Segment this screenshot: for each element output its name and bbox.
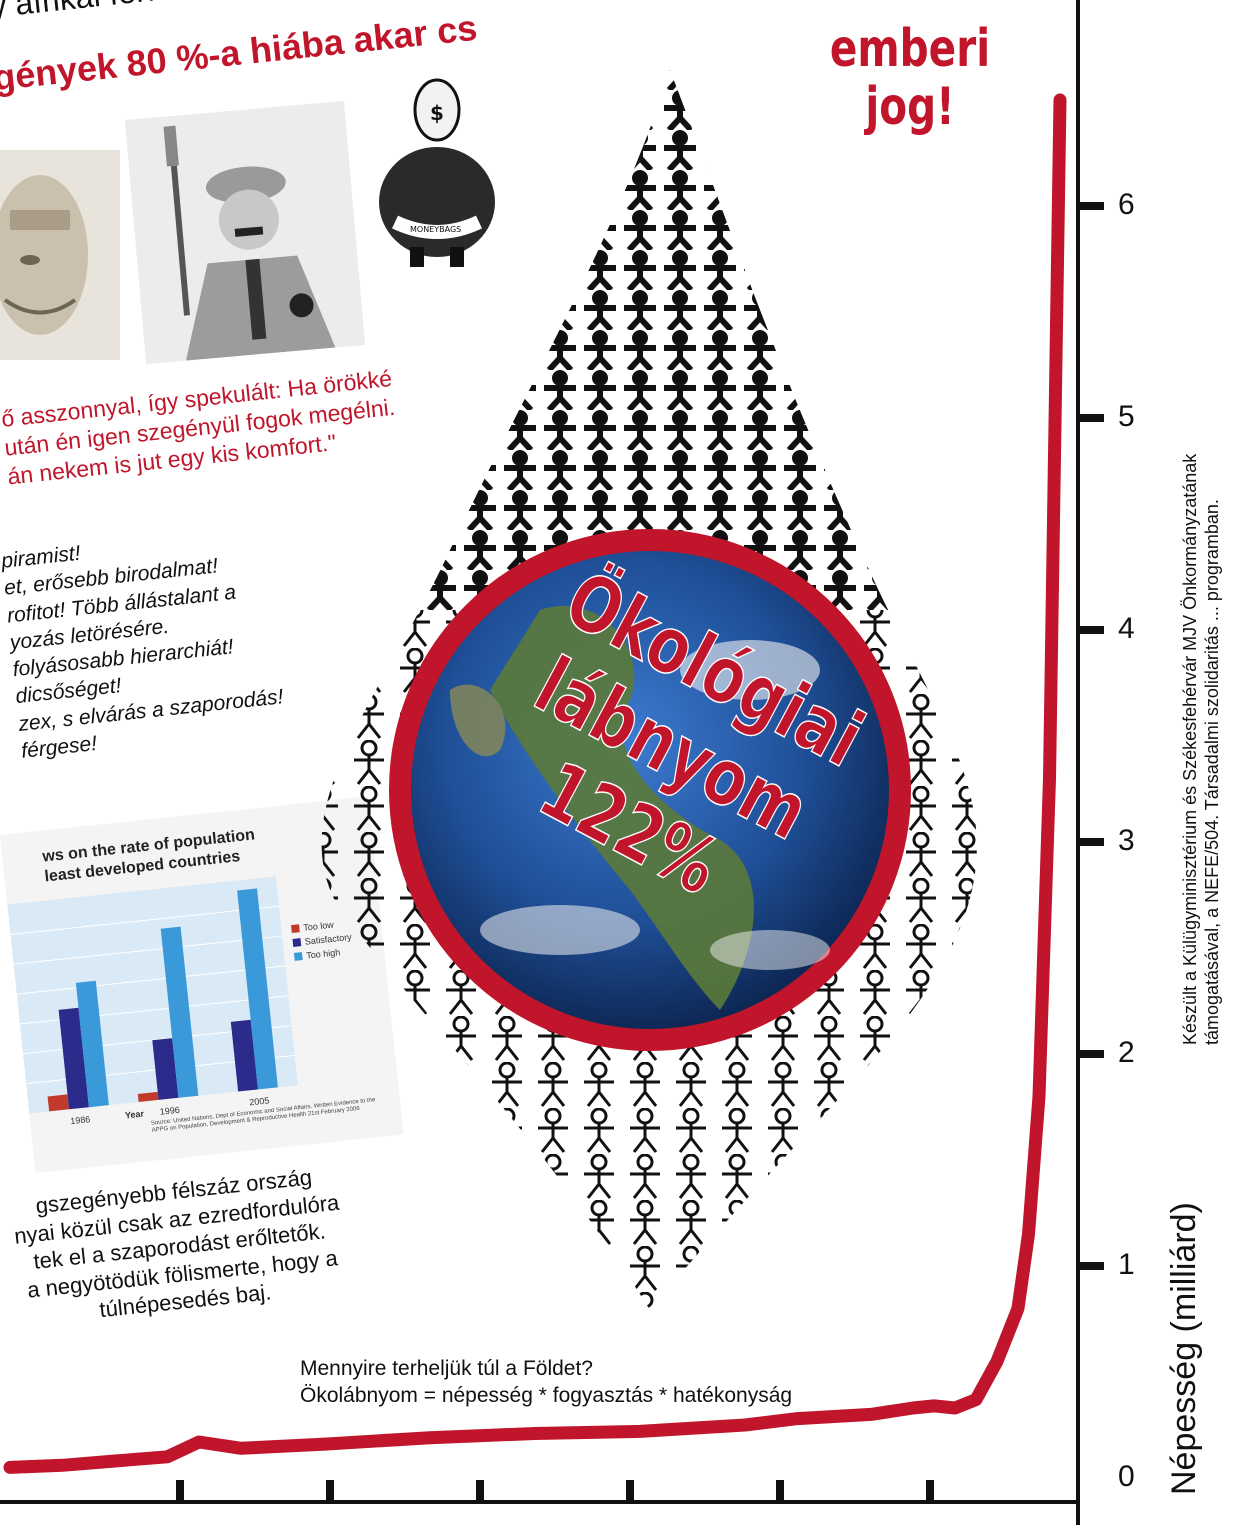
- y-tick-label: 1: [1118, 1248, 1135, 1281]
- moneybags-cartoon: $ MONEYBAGS: [379, 78, 495, 267]
- footnote-line-2: Ökolábnyom = népesség * fogyasztás * hat…: [300, 1384, 793, 1408]
- banner-line-1: emberi: [829, 19, 991, 79]
- inset-bar-1996-satisfactory: [152, 1038, 179, 1100]
- footnote: Mennyire terheljük túl a Földet? Ökolábn…: [300, 1355, 792, 1410]
- inset-year-1986: 1986: [70, 1114, 91, 1126]
- banner-line-2: jog!: [865, 77, 955, 137]
- y-tick-label: 6: [1118, 188, 1135, 221]
- inset-legend-too-high: Too high: [306, 947, 341, 961]
- inset-year-2005: 2005: [249, 1095, 270, 1107]
- inset-chart: ws on the rate of population least devel…: [0, 796, 404, 1174]
- y-axis-label: Népesség (milliárd): [1165, 1202, 1203, 1495]
- population-line: [3, 93, 1067, 1474]
- y-tick-label: 4: [1118, 612, 1135, 645]
- inset-bar-2005-too-high: [237, 888, 278, 1090]
- svg-text:$: $: [430, 101, 444, 125]
- inset-bar-1996-too-low: [137, 1091, 159, 1102]
- inset-year-label: Year: [124, 1108, 144, 1120]
- y-tick-label: 3: [1118, 824, 1135, 857]
- inset-bar-1986-too-high: [75, 980, 109, 1108]
- inset-bar-1986-too-low: [47, 1094, 70, 1112]
- moneybags-label: MONEYBAGS: [410, 225, 461, 234]
- pharaoh-photo: [0, 150, 120, 360]
- credits-line-1: Készült a Külügyminisztérium és Székesfe…: [1180, 453, 1200, 1045]
- dictator-photo: [124, 100, 366, 365]
- y-tick-label: 0: [1118, 1460, 1135, 1493]
- inset-bar-1996-too-high: [160, 926, 199, 1098]
- y-tick-label: 2: [1118, 1036, 1135, 1069]
- credits-line-2: támogatásával, a NEFE/504. Társadalmi sz…: [1201, 499, 1222, 1045]
- inset-bar-2005-satisfactory: [230, 1019, 259, 1092]
- inset-chart-plot: Too low Satisfactory Too high Year 1986 …: [7, 876, 376, 1134]
- y-tick-label: 5: [1118, 400, 1135, 433]
- crowd-globe-illustration: Ökológiai lábnyom 122%: [321, 70, 977, 1310]
- credits: Készült a Külügyminisztérium és Székesfe…: [1180, 454, 1223, 1045]
- inset-legend-too-low: Too low: [303, 920, 335, 933]
- inset-legend-satisfactory: Satisfactory: [304, 932, 352, 947]
- inset-bar-1986-satisfactory: [58, 1007, 89, 1110]
- footnote-line-1: Mennyire terheljük túl a Földet?: [300, 1357, 593, 1380]
- inset-year-1996: 1996: [159, 1105, 180, 1117]
